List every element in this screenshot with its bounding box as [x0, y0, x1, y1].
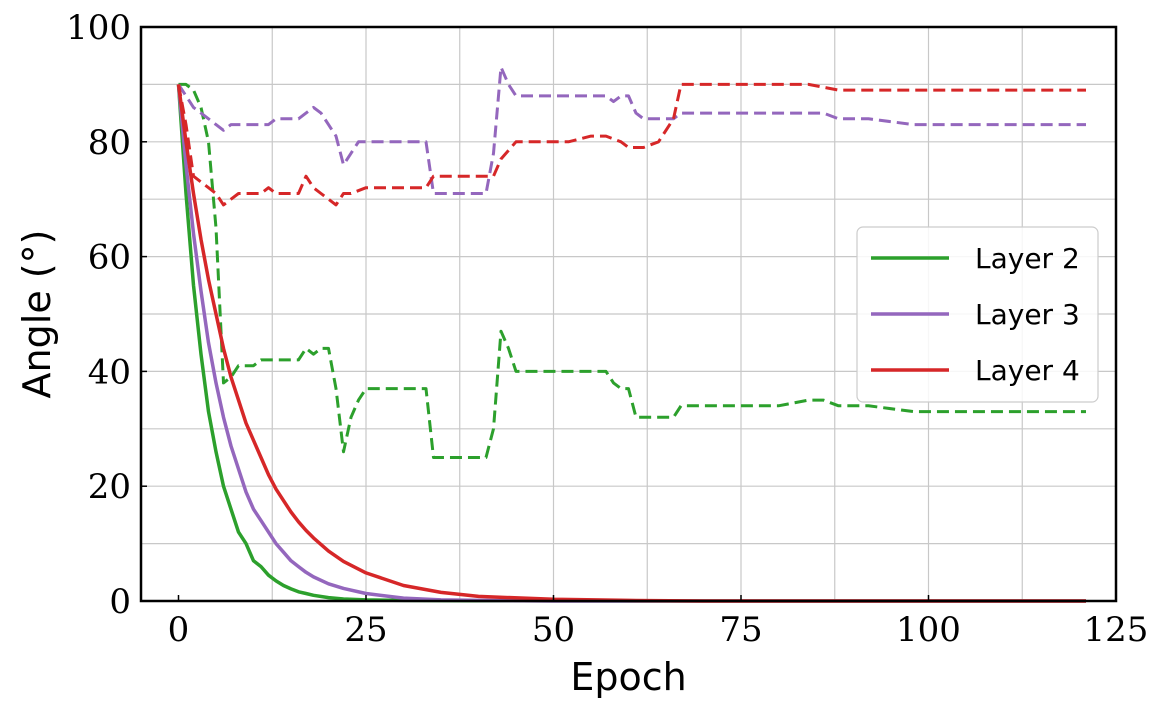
x-axis-label: Epoch [570, 655, 686, 699]
x-tick-label: 75 [719, 610, 762, 650]
tick-marks [141, 26, 1117, 602]
x-tick-label: 100 [896, 610, 961, 650]
x-tick-label: 50 [532, 610, 575, 650]
y-tick-label: 80 [88, 123, 131, 163]
y-tick-label: 100 [66, 8, 131, 48]
y-tick-label: 40 [88, 352, 131, 392]
legend: Layer 2 Layer 3 Layer 4 [856, 226, 1099, 403]
y-tick-label: 60 [88, 238, 131, 278]
legend-label-layer-2: Layer 2 [975, 242, 1080, 275]
dashed-series-group [177, 65, 1086, 459]
plot-frame [139, 25, 1118, 603]
y-tick-label: 20 [88, 467, 131, 507]
x-tick-label: 125 [1084, 610, 1149, 650]
legend-label-layer-4: Layer 4 [975, 354, 1080, 387]
x-tick-labels: 0 25 50 75 100 125 [168, 610, 1149, 650]
legend-label-layer-3: Layer 3 [975, 298, 1080, 331]
y-axis-label: Angle (°) [15, 230, 59, 399]
series-layer-3-dashed [177, 65, 1086, 195]
y-tick-labels: 0 20 40 60 80 100 [66, 8, 131, 622]
series-layer-4-solid [176, 84, 1086, 603]
series-layer-3-solid [176, 84, 1086, 603]
series-layer-2-dashed [178, 82, 1086, 459]
x-tick-label: 0 [168, 610, 190, 650]
x-tick-label: 25 [344, 610, 387, 650]
series-layer-4-dashed [177, 82, 1086, 207]
legend-box [856, 226, 1099, 403]
y-tick-label: 0 [109, 582, 131, 622]
